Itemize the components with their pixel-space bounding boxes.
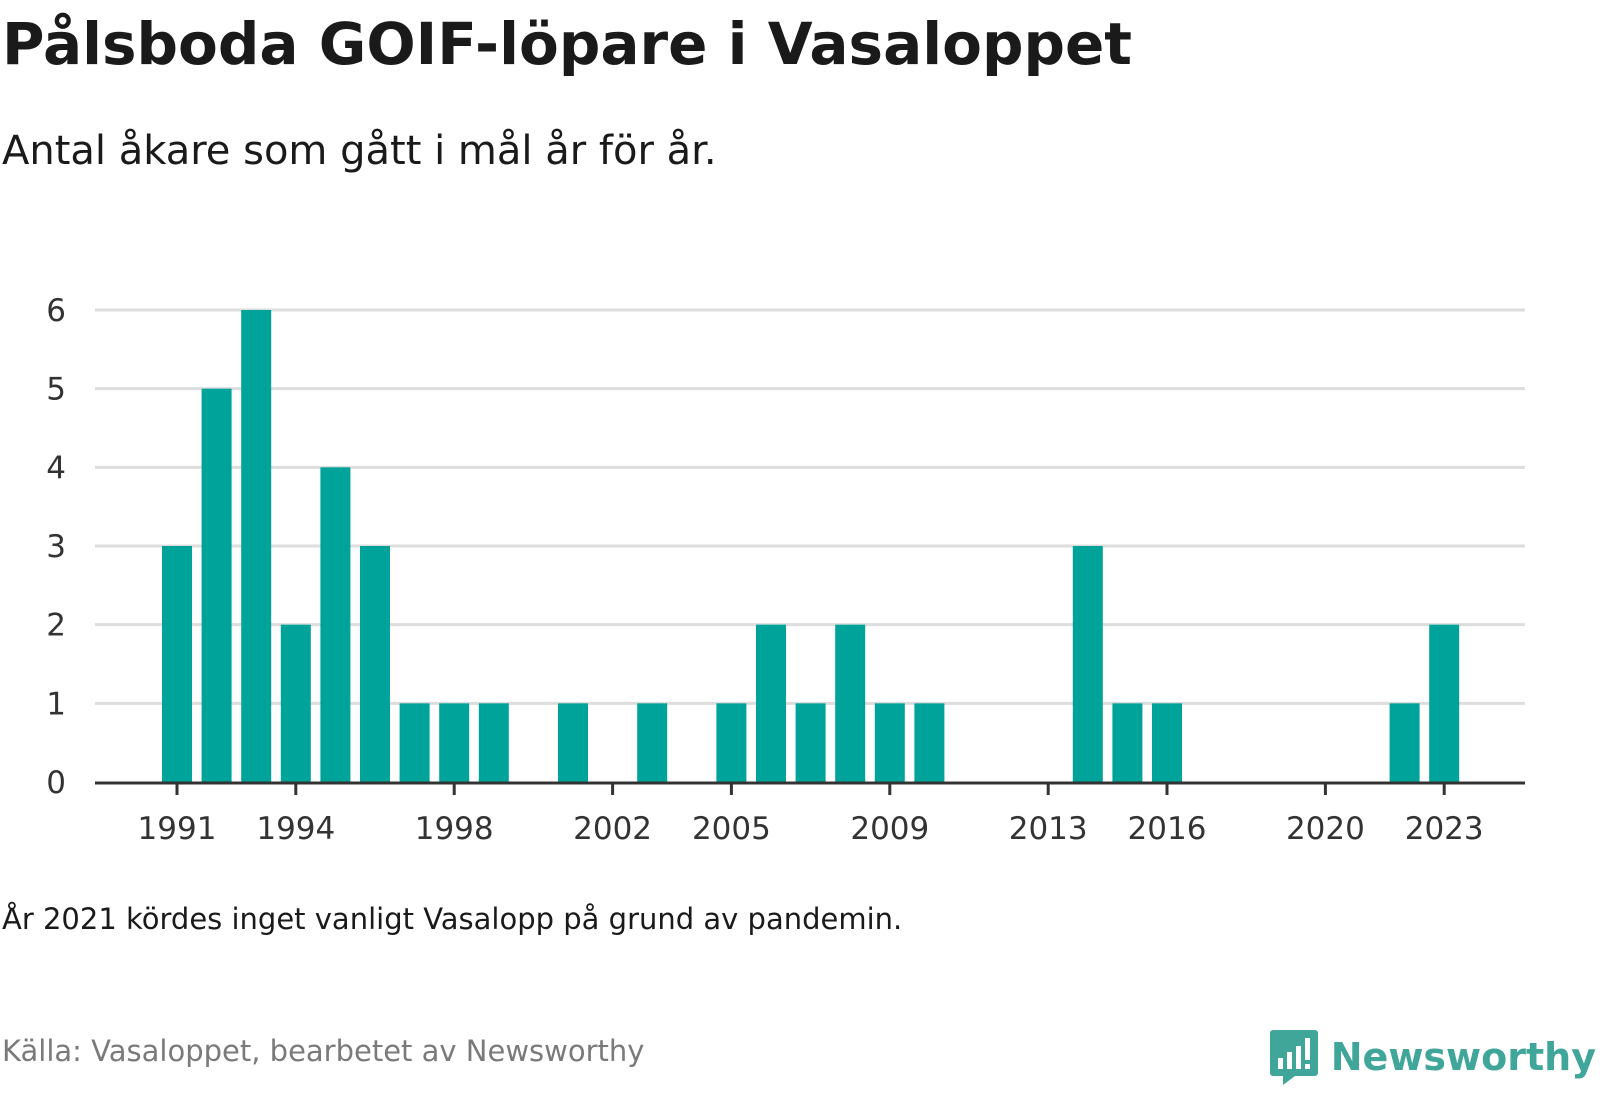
chart-title: Pålsboda GOIF-löpare i Vasaloppet (2, 10, 1133, 78)
source-text: Källa: Vasaloppet, bearbetet av Newswort… (2, 1034, 645, 1068)
brand-name: Newsworthy (1330, 1035, 1596, 1079)
bar-1996 (360, 546, 390, 782)
bar-2001 (558, 703, 588, 782)
y-tick-label: 2 (46, 608, 66, 644)
x-tick-label: 1998 (415, 811, 494, 847)
bar-1994 (280, 624, 311, 782)
bar-2014 (1072, 546, 1103, 782)
bar-1998 (439, 703, 470, 782)
bar-2010 (914, 703, 945, 782)
bar-1992 (201, 388, 232, 782)
y-tick-labels: 0 1 2 3 4 5 6 (46, 293, 66, 801)
y-tick-label: 5 (46, 372, 66, 408)
bar-2015 (1112, 703, 1143, 782)
bar-2009 (874, 703, 905, 782)
x-tick-label: 2002 (573, 811, 652, 847)
bar-2023 (1429, 624, 1460, 782)
x-tick-label: 2016 (1128, 811, 1207, 847)
bar-2022 (1389, 703, 1420, 782)
bar-1995 (320, 467, 351, 782)
axes (95, 781, 1525, 795)
bar-2016 (1152, 703, 1182, 782)
bar-2003 (637, 703, 668, 782)
bar-1991 (162, 546, 192, 782)
x-tick-label: 2020 (1286, 811, 1365, 847)
y-tick-label: 6 (46, 293, 66, 329)
bars (162, 310, 1460, 782)
y-tick-label: 4 (46, 450, 66, 486)
x-tick-label: 1994 (256, 811, 335, 847)
newsworthy-logo-icon (1269, 1030, 1318, 1085)
x-tick-label: 2009 (850, 811, 929, 847)
chart-subtitle: Antal åkare som gått i mål år för år. (2, 128, 717, 174)
footnote: År 2021 kördes inget vanligt Vasalopp på… (2, 902, 903, 936)
x-tick-labels: 1991 1994 1998 2002 2005 2009 2013 2016 2020 2023 (138, 811, 1484, 847)
bar-1999 (478, 703, 509, 782)
brand-logo[interactable]: Newsworthy (1269, 1028, 1596, 1086)
y-tick-label: 0 (46, 765, 66, 801)
bar-2005 (716, 703, 747, 782)
bar-2006 (756, 624, 786, 782)
y-tick-label: 3 (46, 529, 66, 565)
bar-2008 (835, 624, 866, 782)
x-tick-label: 2023 (1405, 811, 1484, 847)
y-tick-label: 1 (46, 686, 66, 722)
x-tick-label: 2005 (692, 811, 771, 847)
bar-1997 (399, 703, 430, 782)
bar-1993 (241, 310, 272, 782)
bar-2007 (795, 703, 826, 782)
x-tick-label: 1991 (138, 811, 217, 847)
x-tick-label: 2013 (1009, 811, 1088, 847)
